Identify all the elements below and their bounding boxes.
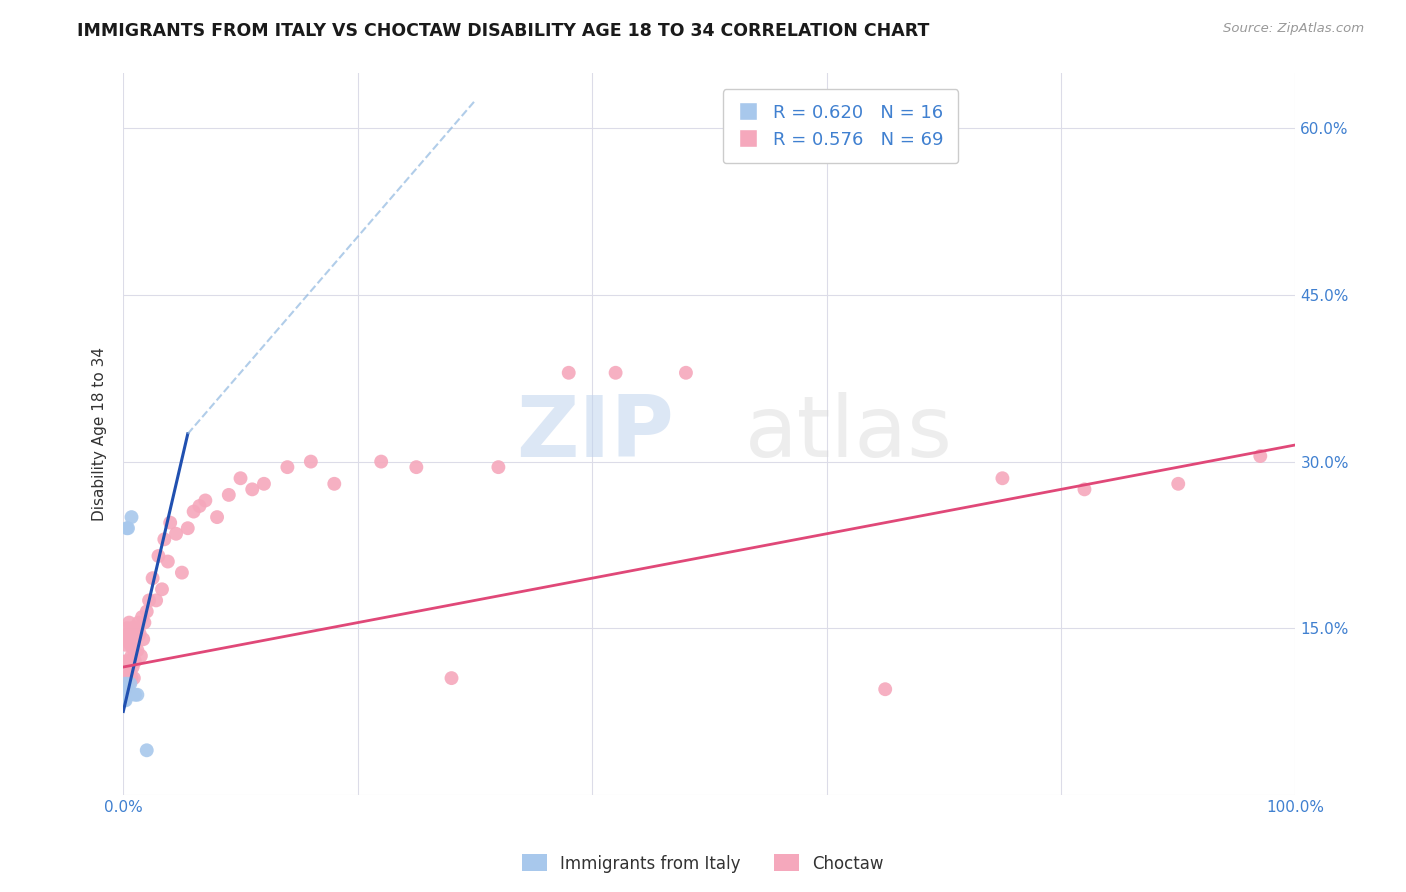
Point: [165, 526, 187, 541]
Point: [117, 682, 139, 697]
Point: [194, 493, 217, 508]
Point: [440, 671, 463, 685]
Point: [127, 688, 149, 702]
Point: [114, 682, 136, 697]
Point: [117, 521, 139, 535]
Point: [114, 655, 136, 669]
Point: [114, 693, 136, 707]
Point: [124, 688, 146, 702]
Point: [135, 743, 157, 757]
Point: [121, 621, 143, 635]
Point: [128, 626, 150, 640]
Point: [405, 460, 427, 475]
Point: [125, 621, 148, 635]
Point: [323, 476, 346, 491]
Point: [276, 460, 298, 475]
Point: [991, 471, 1014, 485]
Point: [875, 682, 897, 697]
Point: [124, 626, 146, 640]
Point: [183, 505, 205, 519]
Point: [150, 582, 173, 597]
Point: [115, 671, 138, 685]
Point: [122, 643, 145, 657]
Point: [170, 566, 193, 580]
Text: ZIP: ZIP: [516, 392, 675, 475]
Point: [129, 648, 152, 663]
Point: [128, 615, 150, 630]
Point: [118, 655, 141, 669]
Point: [159, 516, 181, 530]
Point: [114, 693, 136, 707]
Point: [1167, 476, 1189, 491]
Point: [218, 488, 240, 502]
Text: atlas: atlas: [745, 392, 952, 475]
Point: [118, 615, 141, 630]
Point: [117, 671, 139, 685]
Point: [118, 688, 141, 702]
Point: [120, 638, 142, 652]
Text: Source: ZipAtlas.com: Source: ZipAtlas.com: [1223, 22, 1364, 36]
Point: [121, 660, 143, 674]
Legend: R = 0.620   N = 16, R = 0.576   N = 69: R = 0.620 N = 16, R = 0.576 N = 69: [723, 89, 959, 163]
Point: [115, 621, 138, 635]
Point: [675, 366, 697, 380]
Point: [138, 593, 160, 607]
Legend: Immigrants from Italy, Choctaw: Immigrants from Italy, Choctaw: [516, 847, 890, 880]
Point: [299, 454, 322, 468]
Point: [114, 660, 136, 674]
Point: [121, 648, 143, 663]
Point: [177, 521, 200, 535]
Point: [135, 605, 157, 619]
Point: [117, 655, 139, 669]
Point: [1073, 483, 1095, 497]
Point: [1249, 449, 1271, 463]
Point: [114, 638, 136, 652]
Point: [127, 643, 149, 657]
Point: [121, 510, 143, 524]
Point: [120, 665, 142, 680]
Point: [148, 549, 170, 563]
Point: [121, 632, 143, 647]
Point: [253, 476, 276, 491]
Point: [114, 671, 136, 685]
Point: [557, 366, 579, 380]
Point: [117, 626, 139, 640]
Point: [114, 676, 136, 690]
Point: [240, 483, 263, 497]
Y-axis label: Disability Age 18 to 34: Disability Age 18 to 34: [93, 347, 107, 521]
Text: IMMIGRANTS FROM ITALY VS CHOCTAW DISABILITY AGE 18 TO 34 CORRELATION CHART: IMMIGRANTS FROM ITALY VS CHOCTAW DISABIL…: [77, 22, 929, 40]
Point: [120, 676, 142, 690]
Point: [229, 471, 252, 485]
Point: [153, 533, 176, 547]
Point: [156, 555, 179, 569]
Point: [605, 366, 627, 380]
Point: [118, 676, 141, 690]
Point: [370, 454, 392, 468]
Point: [145, 593, 167, 607]
Point: [134, 615, 156, 630]
Point: [114, 632, 136, 647]
Point: [124, 655, 146, 669]
Point: [486, 460, 509, 475]
Point: [188, 499, 211, 513]
Point: [131, 610, 153, 624]
Point: [121, 671, 143, 685]
Point: [142, 571, 165, 585]
Point: [115, 521, 138, 535]
Point: [114, 688, 136, 702]
Point: [114, 682, 136, 697]
Point: [122, 671, 145, 685]
Point: [114, 682, 136, 697]
Point: [115, 682, 138, 697]
Point: [132, 632, 155, 647]
Point: [205, 510, 228, 524]
Point: [115, 655, 138, 669]
